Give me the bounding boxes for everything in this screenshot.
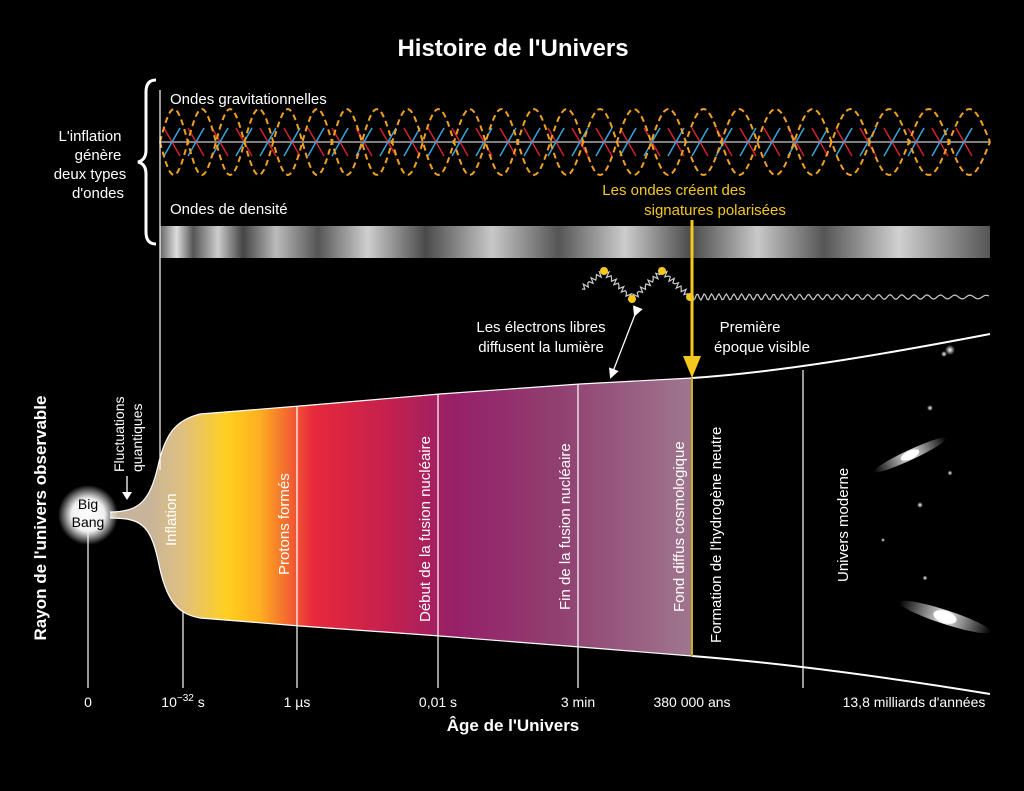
tick-label-unit: s (194, 694, 205, 710)
polarization-arrow-blue (907, 127, 925, 157)
fluctuations-label: Fluctuations quantiques (111, 397, 145, 472)
y-axis-title: Rayon de l'univers observable (31, 396, 50, 641)
era-label-fusion-end: Fin de la fusion nucléaire (557, 443, 574, 610)
first-epoch-line-2: époque visible (714, 339, 810, 356)
era-label-cmb: Fond diffus cosmologique (671, 441, 688, 612)
galaxy-core (900, 449, 920, 461)
density-waves-label: Ondes de densité (170, 201, 288, 218)
polarization-arrow-blue (451, 127, 469, 157)
polarization-arrow-blue (427, 127, 445, 157)
tick-label: 0 (84, 694, 92, 710)
inflation-note: L'inflation génère deux types d'ondes (54, 128, 127, 202)
polarization-arrow-blue (643, 127, 661, 157)
tick-label: 380 000 ans (653, 694, 730, 710)
polarization-arrow-blue (667, 127, 685, 157)
polarization-arrow-blue (835, 127, 853, 157)
galaxy-core (933, 610, 957, 624)
polarization-arrow-blue (355, 127, 373, 157)
fluctuations-line-2: quantiques (129, 403, 145, 472)
polarized-label-line-2: signatures polarisées (644, 202, 786, 219)
era-label-modern-universe: Univers moderne (835, 468, 852, 582)
x-axis-title: Âge de l'Univers (447, 716, 580, 735)
inflation-note-line-1: L'inflation (59, 128, 122, 145)
galaxies (873, 345, 991, 634)
polarization-arrow-blue (619, 127, 637, 157)
electrons-label: Les électrons libres diffusent la lumièr… (476, 319, 605, 356)
polarization-arrow-blue (955, 127, 973, 157)
star-icon (917, 502, 923, 508)
era-label-neutral-hydrogen: Formation de l'hydrogène neutre (708, 427, 725, 643)
cmb-arrow-head (683, 356, 701, 378)
polarization-arrow-blue (307, 127, 325, 157)
electrons-label-line-1: Les électrons libres (476, 319, 605, 336)
star-icon (941, 351, 947, 357)
tick-label: 1 µs (284, 694, 311, 710)
polarization-arrow-blue (283, 127, 301, 157)
era-label-protons: Protons formés (276, 473, 293, 575)
polarization-arrow-blue (811, 127, 829, 157)
universe-expansion-shape (110, 378, 692, 656)
scatter-arrow (609, 305, 643, 379)
universe-top-edge (691, 333, 991, 379)
gravitational-waves-label: Ondes gravitationnelles (170, 91, 327, 108)
polarization-arrow-blue (595, 127, 613, 157)
electron-dot (658, 267, 666, 275)
tick-label-exponent: −32 (177, 693, 194, 704)
polarization-arrow-blue (523, 127, 541, 157)
electron-dot (686, 293, 694, 301)
fluctuations-arrow-head (122, 492, 132, 500)
page-title: Histoire de l'Univers (397, 35, 628, 62)
polarization-arrow-blue (763, 127, 781, 157)
electron-dot (628, 295, 636, 303)
big-bang-line-2: Bang (72, 514, 105, 530)
gravitational-wave-curve-inverse (159, 107, 991, 177)
polarization-arrow-blue (787, 127, 805, 157)
polarization-arrow-blue (403, 127, 421, 157)
star-icon (922, 575, 928, 581)
polarization-arrow-blue (739, 127, 757, 157)
density-wave-band (160, 226, 990, 258)
polarization-arrow-blue (691, 127, 709, 157)
polarization-arrow-blue (499, 127, 517, 157)
universe-top-outline (109, 377, 693, 513)
photon-scatter-path (581, 266, 691, 301)
tick-label: 10−32 s (161, 693, 204, 710)
tick-label: 3 min (561, 694, 595, 710)
inflation-note-line-4: d'ondes (72, 185, 124, 202)
inflation-note-line-2: génère (75, 147, 122, 164)
polarization-arrow-blue (883, 127, 901, 157)
big-bang-line-1: Big (78, 496, 98, 512)
polarized-label-line-1: Les ondes créent des (602, 182, 745, 199)
electron-dot (600, 267, 608, 275)
timeline-ticks: 0 10−32 s 1 µs 0,01 s 3 min 380 000 ans … (84, 693, 985, 710)
photon-free-wave (691, 292, 990, 302)
star-icon (881, 538, 885, 542)
inflation-note-line-3: deux types (54, 166, 127, 183)
fluctuations-line-1: Fluctuations (111, 397, 127, 472)
inflation-brace (137, 78, 157, 246)
polarization-arrow-blue (259, 127, 277, 157)
star-icon (927, 405, 933, 411)
polarization-arrow-blue (163, 127, 181, 157)
tick-label-base: 10 (161, 694, 177, 710)
star-icon (947, 470, 953, 476)
polarization-arrow-blue (379, 127, 397, 157)
big-bang-glow (58, 485, 118, 545)
universe-bottom-outline (109, 517, 693, 657)
polarized-signatures-label: Les ondes créent des signatures polarisé… (602, 182, 786, 219)
star-icon (945, 345, 955, 355)
polarization-arrow-blue (475, 127, 493, 157)
first-epoch-line-1: Première (720, 319, 781, 336)
gravitational-wave-curve (159, 107, 991, 177)
era-label-fusion-start: Début de la fusion nucléaire (417, 436, 434, 622)
era-label-inflation: Inflation (163, 493, 180, 546)
tick-label: 13,8 milliards d'années (843, 694, 986, 710)
electrons-label-line-2: diffusent la lumière (478, 339, 604, 356)
first-epoch-label: Première époque visible (714, 319, 810, 356)
tick-label: 0,01 s (419, 694, 457, 710)
universe-bottom-edge (691, 655, 991, 695)
polarization-arrow-blue (547, 127, 565, 157)
polarization-arrow-blue (211, 127, 229, 157)
